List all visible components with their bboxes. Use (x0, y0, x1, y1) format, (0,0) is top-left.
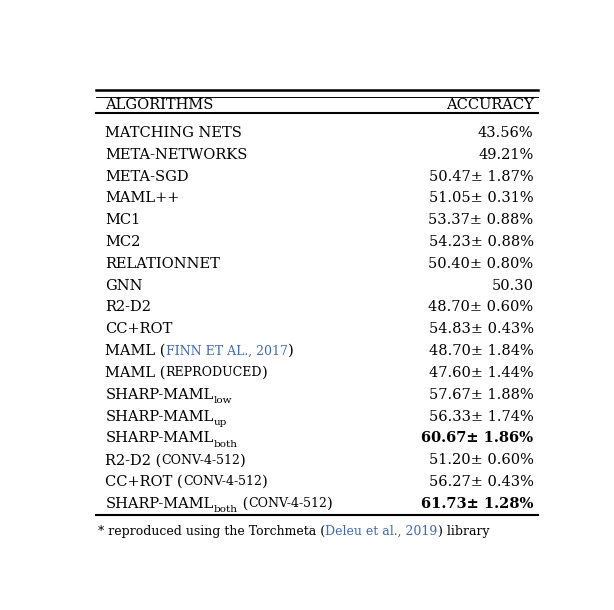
Text: CC+ROT: CC+ROT (106, 322, 173, 336)
Text: 50.47± 1.87%: 50.47± 1.87% (429, 170, 534, 184)
Text: Deleu et al., 2019: Deleu et al., 2019 (325, 525, 438, 538)
Text: 56.27± 0.43%: 56.27± 0.43% (429, 475, 534, 489)
Text: SHARP-MAML: SHARP-MAML (106, 497, 214, 511)
Text: 49.21%: 49.21% (478, 148, 534, 162)
Text: ): ) (287, 344, 293, 358)
Text: both: both (214, 506, 238, 514)
Text: ALGORITHMS: ALGORITHMS (106, 98, 214, 112)
Text: 51.05± 0.31%: 51.05± 0.31% (429, 192, 534, 206)
Text: * reproduced using the Torchmeta (: * reproduced using the Torchmeta ( (98, 525, 325, 538)
Text: both: both (214, 440, 238, 449)
Text: SHARP-MAML: SHARP-MAML (106, 431, 214, 445)
Text: META-NETWORKS: META-NETWORKS (106, 148, 247, 162)
Text: ): ) (262, 475, 268, 489)
Text: ACCURACY: ACCURACY (446, 98, 534, 112)
Text: 60.67± 1.86%: 60.67± 1.86% (421, 431, 534, 445)
Text: 54.23± 0.88%: 54.23± 0.88% (429, 235, 534, 249)
Text: ) library: ) library (438, 525, 489, 538)
Text: SHARP-MAML: SHARP-MAML (106, 409, 214, 423)
Text: FINN ET AL., 2017: FINN ET AL., 2017 (166, 345, 287, 357)
Text: R2-D2: R2-D2 (106, 301, 151, 315)
Text: MC2: MC2 (106, 235, 141, 249)
Text: 48.70± 1.84%: 48.70± 1.84% (429, 344, 534, 358)
Text: up: up (214, 418, 227, 427)
Text: 43.56%: 43.56% (478, 126, 534, 140)
Text: SHARP-MAML: SHARP-MAML (106, 388, 214, 402)
Text: 50.30: 50.30 (492, 279, 534, 293)
Text: CONV-4-512: CONV-4-512 (248, 497, 327, 511)
Text: (: ( (238, 497, 248, 511)
Text: 53.37± 0.88%: 53.37± 0.88% (429, 214, 534, 227)
Text: 54.83± 0.43%: 54.83± 0.43% (429, 322, 534, 336)
Text: 57.67± 1.88%: 57.67± 1.88% (429, 388, 534, 402)
Text: 48.70± 0.60%: 48.70± 0.60% (429, 301, 534, 315)
Text: ): ) (327, 497, 333, 511)
Text: 56.33± 1.74%: 56.33± 1.74% (429, 409, 534, 423)
Text: CONV-4-512: CONV-4-512 (161, 454, 241, 467)
Text: ): ) (241, 453, 246, 467)
Text: MATCHING NETS: MATCHING NETS (106, 126, 242, 140)
Text: 47.60± 1.44%: 47.60± 1.44% (429, 366, 534, 380)
Text: R2-D2 (: R2-D2 ( (106, 453, 161, 467)
Text: GNN: GNN (106, 279, 143, 293)
Text: 50.40± 0.80%: 50.40± 0.80% (429, 257, 534, 271)
Text: MAML (: MAML ( (106, 366, 166, 380)
Text: MC1: MC1 (106, 214, 141, 227)
Text: META-SGD: META-SGD (106, 170, 189, 184)
Text: 51.20± 0.60%: 51.20± 0.60% (429, 453, 534, 467)
Text: MAML++: MAML++ (106, 192, 180, 206)
Text: REPRODUCED: REPRODUCED (166, 367, 262, 379)
Text: CC+ROT (: CC+ROT ( (106, 475, 183, 489)
Text: MAML (: MAML ( (106, 344, 166, 358)
Text: ): ) (262, 366, 268, 380)
Text: 61.73± 1.28%: 61.73± 1.28% (421, 497, 534, 511)
Text: CONV-4-512: CONV-4-512 (183, 476, 262, 489)
Text: low: low (214, 396, 232, 405)
Text: RELATIONNET: RELATIONNET (106, 257, 220, 271)
